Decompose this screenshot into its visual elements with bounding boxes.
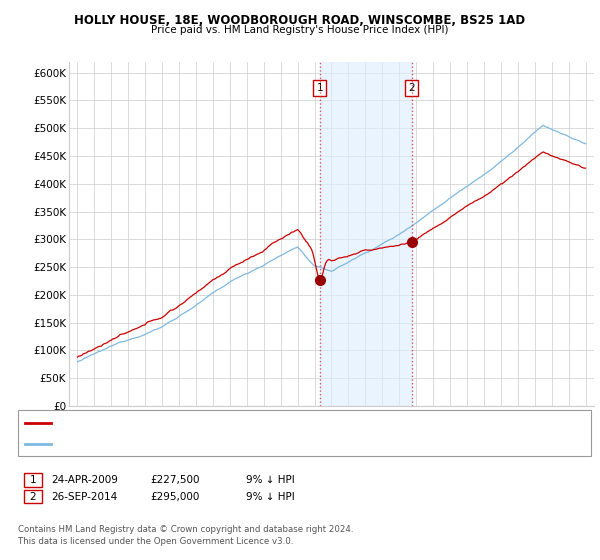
Text: Contains HM Land Registry data © Crown copyright and database right 2024.: Contains HM Land Registry data © Crown c… xyxy=(18,525,353,534)
Text: Price paid vs. HM Land Registry's House Price Index (HPI): Price paid vs. HM Land Registry's House … xyxy=(151,25,449,35)
Text: HOLLY HOUSE, 18E, WOODBOROUGH ROAD, WINSCOMBE, BS25 1AD: HOLLY HOUSE, 18E, WOODBOROUGH ROAD, WINS… xyxy=(74,14,526,27)
Bar xyxy=(320,62,412,406)
Text: 9% ↓ HPI: 9% ↓ HPI xyxy=(246,492,295,502)
Text: 1: 1 xyxy=(29,475,37,485)
Text: 24-APR-2009: 24-APR-2009 xyxy=(51,475,118,485)
Text: £295,000: £295,000 xyxy=(150,492,199,502)
Text: 9% ↓ HPI: 9% ↓ HPI xyxy=(246,475,295,485)
Text: HOLLY HOUSE, 18E, WOODBOROUGH ROAD, WINSCOMBE, BS25 1AD (detached house): HOLLY HOUSE, 18E, WOODBOROUGH ROAD, WINS… xyxy=(55,419,467,428)
Text: £227,500: £227,500 xyxy=(150,475,199,485)
Text: This data is licensed under the Open Government Licence v3.0.: This data is licensed under the Open Gov… xyxy=(18,537,293,546)
Text: 2: 2 xyxy=(408,83,415,94)
Text: 2: 2 xyxy=(29,492,37,502)
Text: HPI: Average price, detached house, North Somerset: HPI: Average price, detached house, Nort… xyxy=(55,439,306,448)
Text: 1: 1 xyxy=(317,83,323,94)
Text: 26-SEP-2014: 26-SEP-2014 xyxy=(51,492,117,502)
